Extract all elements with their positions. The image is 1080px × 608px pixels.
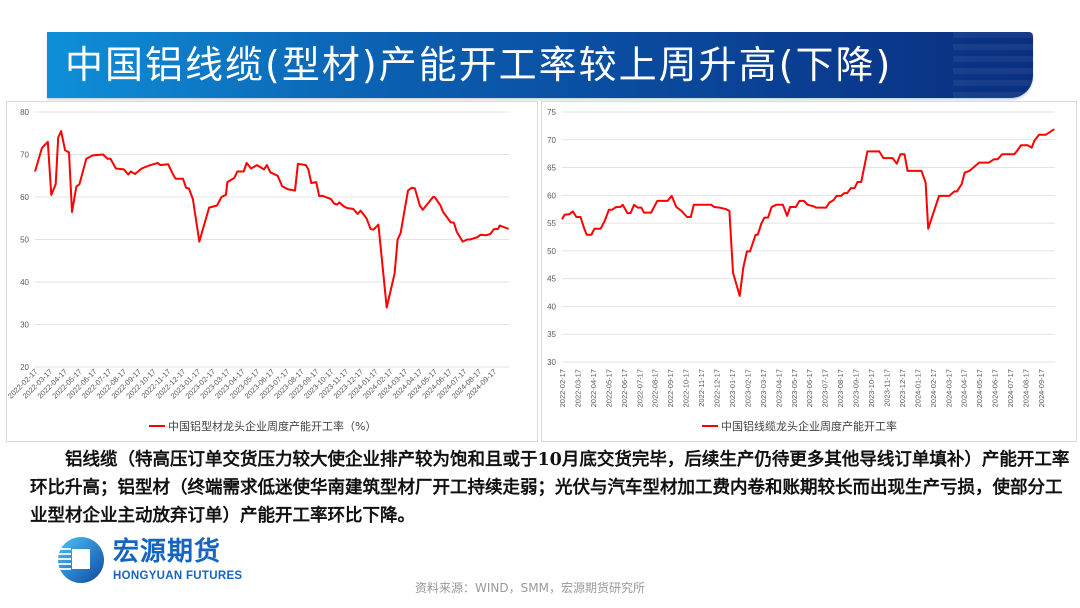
x-tick-label: 2024-09-17: [1037, 369, 1046, 407]
x-tick-label: 2022-09-17: [666, 369, 675, 407]
x-tick-label: 2023-05-17: [790, 369, 799, 407]
x-tick-label: 2024-07-17: [1006, 369, 1015, 407]
x-tick-label: 2022-05-17: [604, 369, 613, 407]
x-tick-label: 2022-12-17: [713, 369, 722, 407]
aluminum-profile-chart-svg: 203040506070802022-02-172022-03-172022-0…: [6, 108, 509, 433]
x-tick-label: 2024-02-17: [929, 369, 938, 407]
x-tick-label: 2023-12-17: [898, 369, 907, 407]
x-tick-label: 2023-07-17: [821, 369, 830, 407]
y-tick-label: 45: [547, 275, 556, 284]
y-tick-label: 50: [547, 247, 556, 256]
x-tick-label: 2024-05-17: [975, 369, 984, 407]
x-tick-label: 2023-10-17: [867, 369, 876, 407]
x-tick-label: 2024-08-17: [1022, 369, 1031, 407]
y-tick-label: 50: [20, 236, 29, 245]
y-tick-label: 35: [547, 330, 556, 339]
y-tick-label: 40: [20, 278, 29, 287]
series-line: [34, 130, 509, 309]
logo-chinese-name: 宏源期货: [113, 537, 222, 567]
title-banner: 中国铝线缆(型材)产能开工率较上周升高(下降): [47, 32, 1033, 98]
x-tick-label: 2024-03-17: [944, 369, 953, 407]
y-tick-label: 80: [20, 108, 29, 117]
x-tick-label: 2022-07-17: [635, 369, 644, 407]
y-tick-label: 20: [20, 363, 29, 372]
company-logo: 宏源期货 HONGYUAN FUTURES: [55, 537, 305, 586]
banner-decoration: [953, 32, 1033, 98]
y-tick-label: 75: [547, 108, 556, 117]
y-tick-label: 70: [547, 136, 556, 145]
aluminum-cable-chart-svg: 30 35 40 45 50 55 60 65 70 75 2022-02-17 2022-03-17…: [547, 108, 1055, 433]
aluminum-profile-chart: 20 30 40 50 60 70 80 2022-02-17 2022-03-17 2022-0…: [6, 101, 538, 442]
x-tick-label: 2023-04-17: [774, 369, 783, 407]
legend-label: 中国铝型材龙头企业周度产能开工率（%）: [168, 419, 376, 433]
x-tick-label: 2022-10-17: [682, 369, 691, 407]
x-tick-label: 2023-09-17: [852, 369, 861, 407]
page-title: 中国铝线缆(型材)产能开工率较上周升高(下降): [65, 43, 893, 87]
y-tick-label: 60: [20, 193, 29, 202]
x-tick-label: 2023-01-17: [728, 369, 737, 407]
y-tick-label: 65: [547, 164, 556, 173]
y-tick-label: 60: [547, 191, 556, 200]
x-tick-label: 2022-06-17: [620, 369, 629, 407]
legend-label: 中国铝线缆龙头企业周度产能开工率: [721, 419, 897, 433]
x-tick-label: 2022-08-17: [651, 369, 660, 407]
x-tick-label: 2022-04-17: [589, 369, 598, 407]
logo-english-name: HONGYUAN FUTURES: [113, 570, 243, 582]
series-line: [561, 128, 1055, 297]
x-tick-label: 2022-03-17: [573, 369, 582, 407]
y-tick-label: 30: [547, 358, 556, 367]
y-tick-label: 40: [547, 302, 556, 311]
logo-mark-icon: [56, 537, 104, 583]
x-tick-label: 2022-02-17: [558, 369, 567, 407]
x-tick-label: 2023-06-17: [805, 369, 814, 407]
commentary-text: 铝线缆（特高压订单交货压力较大使企业排产较为饱和且或于10月底交货完毕，后续生产…: [30, 450, 1070, 526]
x-tick-label: 2023-11-17: [882, 369, 891, 407]
y-tick-label: 70: [20, 151, 29, 160]
x-tick-label: 2024-06-17: [991, 369, 1000, 407]
aluminum-cable-chart: 30 35 40 45 50 55 60 65 70 75 2022-02-17 2022-03-17…: [541, 101, 1077, 442]
x-tick-label: 2022-11-17: [697, 369, 706, 407]
x-tick-label: 2023-02-17: [743, 369, 752, 407]
data-source-note: 资料来源：WIND，SMM，宏源期货研究所: [415, 581, 645, 595]
x-tick-label: 2024-04-17: [960, 369, 969, 407]
x-tick-label: 2024-01-17: [913, 369, 922, 407]
x-tick-label: 2023-03-17: [759, 369, 768, 407]
x-tick-label: 2023-08-17: [836, 369, 845, 407]
y-tick-label: 30: [20, 321, 29, 330]
y-tick-label: 55: [547, 219, 556, 228]
